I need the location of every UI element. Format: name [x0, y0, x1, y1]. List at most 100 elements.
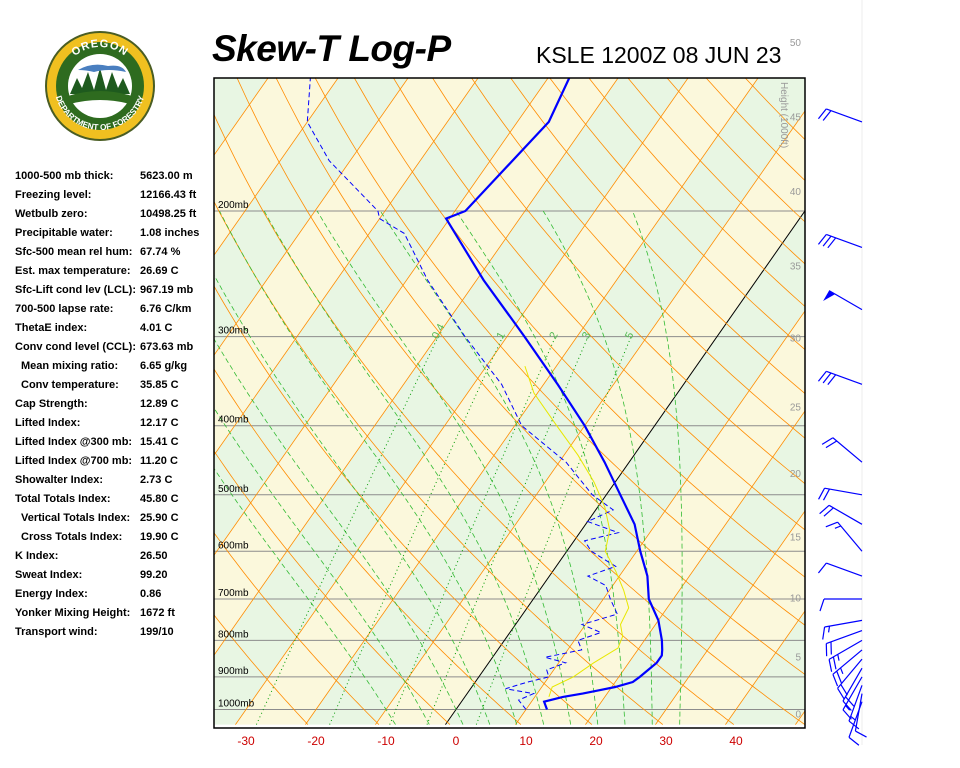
- wind-barb-full: [848, 736, 860, 746]
- sounding-indices-panel: 1000-500 mb thick: 5623.00 m Freezing leve…: [15, 168, 215, 643]
- temperature-tick-label: 10: [519, 734, 533, 748]
- index-row: Transport wind: 199/10: [15, 624, 215, 643]
- temperature-tick-label: 0: [453, 734, 460, 748]
- plot-frame: [213, 77, 806, 729]
- height-tick-label: 45: [790, 113, 802, 124]
- height-tick-label: 35: [790, 261, 802, 272]
- wind-barb: [848, 685, 863, 730]
- wind-barb-staff: [848, 685, 863, 722]
- pressure-label: 1000mb: [218, 699, 255, 710]
- wind-barb-full: [817, 234, 827, 245]
- index-label: Conv temperature:: [21, 379, 119, 391]
- index-value: 2.73 C: [140, 474, 173, 486]
- temperature-tick-label: 20: [589, 734, 603, 748]
- index-value: 12.89 C: [140, 398, 179, 410]
- index-row: Lifted Index: 12.17 C: [15, 415, 215, 434]
- index-row: Sfc-500 mean rel hum: 67.74 %: [15, 244, 215, 263]
- wind-barb-staff: [837, 521, 863, 552]
- wind-barb-staff: [824, 487, 863, 496]
- wind-barb-staff: [842, 667, 863, 702]
- zero-isotherm-line: [445, 210, 805, 725]
- background-band: [235, 78, 759, 725]
- moist-adiabat-line: [632, 210, 683, 725]
- wind-barb-staff: [826, 108, 863, 123]
- index-value: 45.80 C: [140, 493, 179, 505]
- wind-barb-half: [837, 654, 840, 661]
- wind-barb-half: [839, 667, 844, 675]
- index-label: Freezing level:: [15, 189, 92, 201]
- dry-adiabat-line: [214, 368, 522, 725]
- wind-barb-full: [822, 235, 832, 247]
- wind-barb: [817, 562, 863, 577]
- wetbulb-profile-line: [524, 365, 630, 698]
- index-label: Total Totals Index:: [15, 493, 111, 505]
- index-value: 0.86: [140, 588, 162, 600]
- wind-barb-full: [855, 730, 867, 738]
- isotherm-line: [214, 78, 409, 356]
- index-value: 6.65 g/kg: [140, 360, 188, 372]
- wind-barb-full: [825, 440, 838, 449]
- index-value: 10498.25 ft: [140, 208, 197, 220]
- wind-barb-staff: [824, 619, 863, 628]
- index-row: Cap Strength: 12.89 C: [15, 396, 215, 415]
- dry-adiabat-line: [392, 78, 805, 531]
- wind-barb-full: [827, 237, 837, 249]
- wind-barb: [821, 437, 863, 463]
- isotherm-line: [305, 78, 759, 725]
- index-row: Est. max temperature: 26.69 C: [15, 263, 215, 282]
- index-value: 26.50: [140, 550, 168, 562]
- height-axis-label: Height (1000ft): [778, 82, 789, 148]
- height-tick-label: 10: [790, 594, 802, 605]
- index-value: 199/10: [140, 626, 174, 638]
- station-time-label: KSLE 1200Z 08 JUN 23: [536, 42, 782, 68]
- wind-barb-half: [834, 525, 842, 529]
- pressure-label: 600mb: [218, 540, 249, 551]
- index-row: Showalter Index: 2.73 C: [15, 472, 215, 491]
- index-row: K Index: 26.50: [15, 548, 215, 567]
- wind-barb: [817, 370, 863, 386]
- dry-adiabat-line: [214, 450, 451, 725]
- wind-barb-full: [822, 488, 831, 501]
- wind-barb: [825, 521, 863, 552]
- isotherm-line: [235, 78, 689, 725]
- pressure-label: 200mb: [218, 200, 249, 211]
- index-row: Cross Totals Index: 19.90 C: [15, 529, 215, 548]
- isotherm-line: [375, 110, 805, 725]
- isotherm-line: [214, 78, 339, 256]
- index-value: 1.08 inches: [140, 227, 200, 239]
- height-tick-label: 5: [795, 653, 801, 664]
- index-value: 26.69 C: [140, 265, 179, 277]
- index-value: 35.85 C: [140, 379, 179, 391]
- dry-adiabat-line: [549, 78, 805, 351]
- temperature-profile-line: [444, 78, 664, 710]
- wind-barb: [842, 667, 863, 711]
- dewpoint-profile-line: [306, 78, 621, 710]
- index-row: 1000-500 mb thick: 5623.00 m: [15, 168, 215, 187]
- index-label: Transport wind:: [15, 626, 98, 638]
- index-value: 67.74 %: [140, 246, 181, 258]
- dry-adiabat-line: [214, 614, 309, 725]
- wind-barb: [823, 290, 863, 311]
- wind-barb-full: [817, 370, 827, 382]
- index-row: Freezing level: 12166.43 ft: [15, 187, 215, 206]
- isotherm-line: [0, 0, 115, 725]
- height-tick-label: 0: [795, 710, 801, 721]
- wind-barb: [828, 639, 863, 672]
- index-row: ThetaE index: 4.01 C: [15, 320, 215, 339]
- isotherm-line: [515, 310, 805, 725]
- background-band: [0, 0, 185, 725]
- index-row: Lifted Index @700 mb: 11.20 C: [15, 453, 215, 472]
- wind-barb-full: [822, 372, 832, 384]
- index-value: 673.63 mb: [140, 341, 194, 353]
- index-value: 99.20: [140, 569, 168, 581]
- wind-barb-full: [817, 108, 827, 120]
- wind-barb-full: [823, 507, 834, 517]
- mixing-ratio-line: [389, 336, 556, 725]
- temperature-tick-label: -10: [377, 734, 395, 748]
- moist-adiabat-line: [542, 210, 653, 725]
- height-tick-label: 30: [790, 334, 802, 345]
- wind-barb-full: [817, 562, 827, 574]
- index-value: 25.90 C: [140, 512, 179, 524]
- wind-barb: [832, 649, 863, 687]
